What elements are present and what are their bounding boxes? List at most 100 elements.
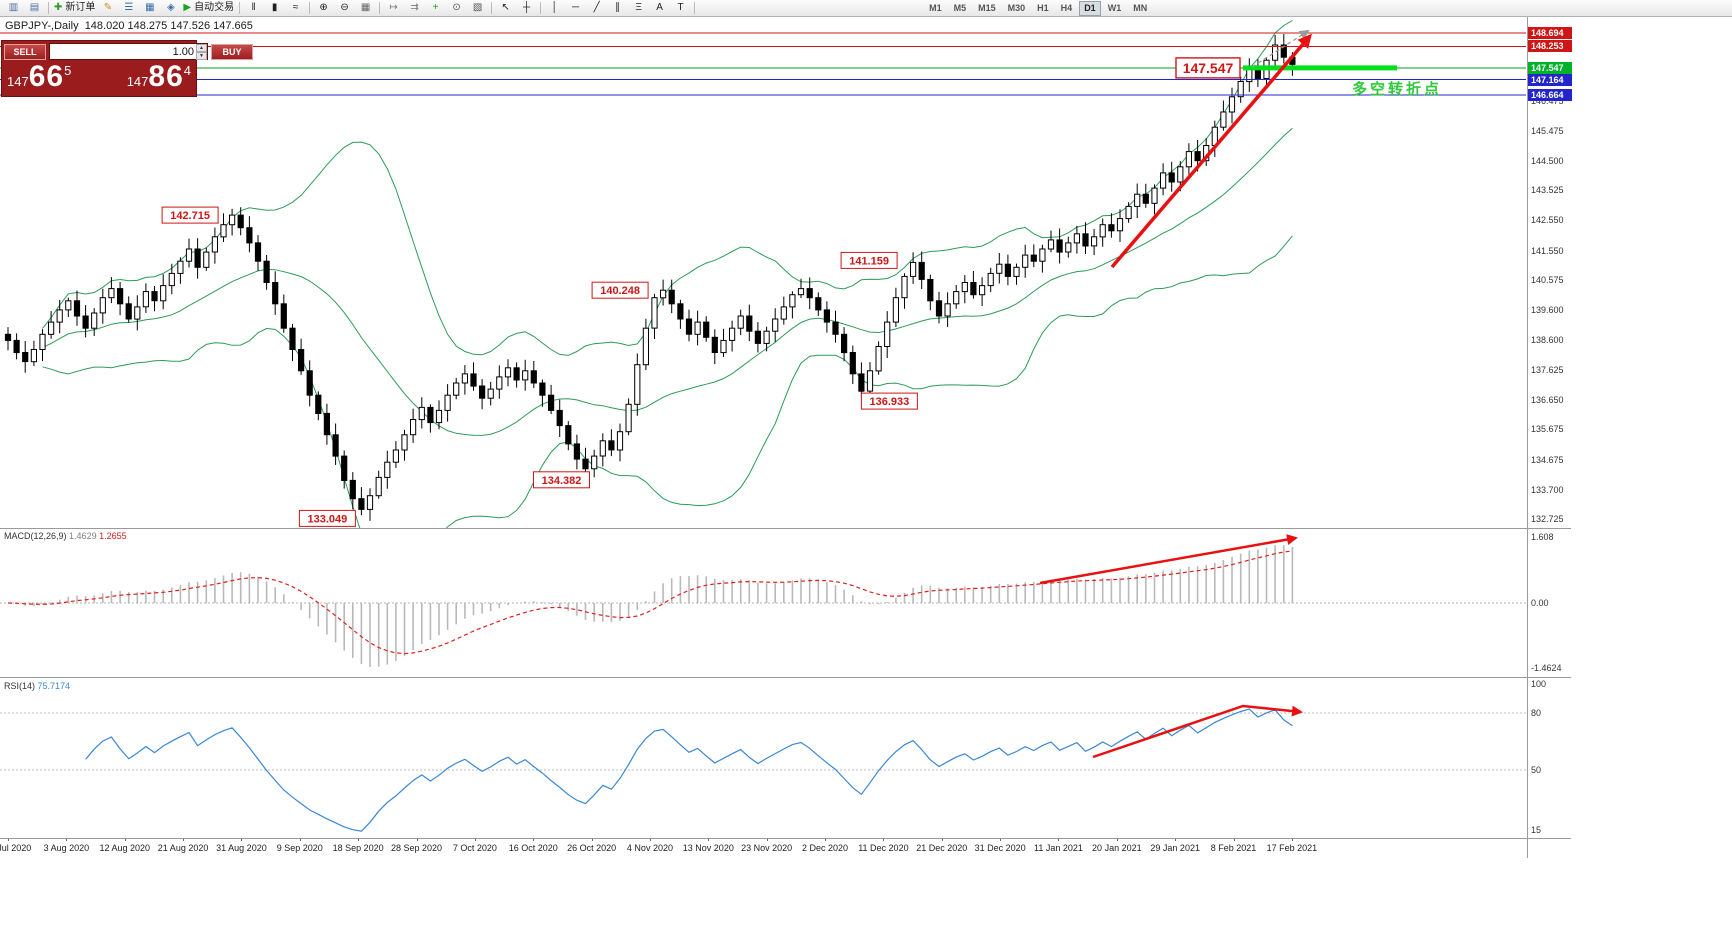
macd-trend-arrow[interactable]: [1039, 534, 1298, 585]
templates-button[interactable]: ▧: [467, 1, 488, 16]
timeframe-m30[interactable]: M30: [1007, 3, 1026, 13]
channel-button[interactable]: ∥: [607, 1, 628, 16]
zoom-out-icon: ⊖: [340, 2, 349, 13]
symbol-period-label: GBPJPY-,Daily: [5, 20, 79, 32]
price-level-tag[interactable]: 146.664: [1528, 88, 1572, 101]
bollinger-bands: [42, 20, 1293, 528]
lot-decrease-button[interactable]: ▼: [196, 52, 207, 60]
profiles-button[interactable]: ▤: [24, 1, 45, 16]
time-tick: [766, 838, 768, 841]
date-label: 31 Aug 2020: [216, 843, 267, 853]
timeframe-d1[interactable]: D1: [1079, 0, 1101, 16]
timeframe-m5[interactable]: M5: [953, 3, 967, 13]
price-tick-label: 137.625: [1531, 365, 1564, 376]
trendline-button[interactable]: ╱: [586, 1, 607, 16]
time-tick: [416, 838, 418, 841]
macd-main-value: 1.4629: [69, 531, 97, 541]
vertical-line-button[interactable]: │: [544, 1, 565, 16]
pane-separator[interactable]: [0, 677, 1571, 678]
macd-pane[interactable]: [0, 529, 1526, 677]
timeframe-w1[interactable]: W1: [1107, 3, 1122, 13]
time-tick: [591, 838, 593, 841]
main-chart-pane[interactable]: 142.715 140.248 141.159 136.933 134.382 133.0…: [0, 17, 1526, 528]
market-watch-button[interactable]: ☰: [118, 1, 139, 16]
price-scale[interactable]: 146.475145.475144.500143.525142.550141.5…: [1527, 17, 1572, 858]
date-label: 26 Oct 2020: [567, 843, 617, 853]
rsi-tick-label: 15: [1531, 825, 1542, 835]
indicators-button[interactable]: +: [425, 1, 446, 16]
timeframe-m1[interactable]: M1: [929, 3, 942, 13]
ohlc-values: 148.020 148.275 147.526 147.665: [84, 20, 253, 32]
zoom-in-button[interactable]: ⊕: [313, 1, 334, 16]
price-level-tag[interactable]: 148.253: [1528, 40, 1572, 53]
price-level-tag[interactable]: 147.164: [1528, 73, 1572, 86]
date-label: 12 Aug 2020: [99, 843, 150, 853]
arrows-button[interactable]: T: [670, 1, 691, 16]
time-tick: [533, 838, 535, 841]
price-level-tag[interactable]: 147.547: [1528, 61, 1572, 74]
date-label: 11 Jan 2021: [1034, 843, 1083, 853]
svg-text:136.933: 136.933: [870, 396, 910, 408]
trend-arrow[interactable]: [1110, 33, 1312, 269]
bid-big: 66: [28, 60, 65, 93]
date-label: 24 Jul 2020: [0, 843, 32, 853]
timeframe-h1[interactable]: H1: [1037, 3, 1049, 13]
up-arrow-icon: ▲: [199, 45, 204, 51]
price-tick-label: 132.725: [1531, 514, 1564, 525]
rsi-trend-arrow[interactable]: [1092, 704, 1303, 759]
bar-chart-button[interactable]: ‖: [243, 1, 264, 16]
candlestick-chart-button[interactable]: ▮: [264, 1, 285, 16]
lot-increase-button[interactable]: ▲: [196, 44, 207, 52]
new-chart-button[interactable]: ▥: [3, 1, 24, 16]
rsi-name: RSI(14): [4, 681, 36, 691]
horizontal-line-icon: ─: [572, 2, 580, 13]
price-level-tag[interactable]: 148.694: [1528, 27, 1572, 39]
timeframe-h4[interactable]: H4: [1060, 3, 1073, 13]
line-chart-button[interactable]: ≈: [285, 1, 306, 16]
timeframe-mn[interactable]: MN: [1133, 3, 1148, 13]
key-level-label[interactable]: 147.547: [1175, 57, 1241, 79]
metaeditor-button[interactable]: ✎: [97, 1, 118, 16]
zoom-out-button[interactable]: ⊖: [334, 1, 355, 16]
time-axis[interactable]: 24 Jul 2020 3 Aug 2020 12 Aug 2020 21 Aug 2…: [0, 838, 1526, 858]
ask-pip: 4: [183, 63, 191, 78]
time-tick: [183, 838, 185, 841]
sell-button[interactable]: SELL: [4, 43, 46, 60]
new-order-button[interactable]: ✚ 新订单: [52, 1, 97, 16]
time-tick: [1058, 838, 1060, 841]
period-button[interactable]: ⊙: [446, 1, 467, 16]
date-label: 9 Sep 2020: [276, 843, 323, 853]
buy-button[interactable]: BUY: [211, 43, 253, 60]
data-window-button[interactable]: ▦: [139, 1, 160, 16]
turning-point-annotation[interactable]: 多空转折点: [1352, 80, 1442, 98]
bid-price: 147 66 5: [7, 62, 71, 92]
tile-windows-button[interactable]: ▦: [355, 1, 376, 16]
svg-text:141.159: 141.159: [849, 255, 889, 267]
timeframe-m15[interactable]: M15: [978, 3, 996, 13]
auto-scroll-button[interactable]: ↦: [383, 1, 404, 16]
lot-size-input[interactable]: [50, 44, 196, 59]
text-button[interactable]: A: [649, 1, 670, 16]
navigator-icon: ◈: [167, 2, 175, 13]
chart-shift-button[interactable]: ⇉: [404, 1, 425, 16]
navigator-button[interactable]: ◈: [160, 1, 181, 16]
cursor-button[interactable]: ↖: [495, 1, 516, 16]
pane-separator[interactable]: [0, 528, 1571, 529]
time-tick: [474, 838, 476, 841]
fibonacci-button[interactable]: Ξ: [628, 1, 649, 16]
date-label: 28 Sep 2020: [390, 843, 443, 853]
price-tick-label: 143.525: [1531, 185, 1564, 196]
rsi-line: [85, 708, 1293, 832]
horizontal-line-button[interactable]: ─: [565, 1, 586, 16]
time-tick: [1000, 838, 1002, 841]
crosshair-button[interactable]: ┼: [516, 1, 537, 16]
date-label: 13 Nov 2020: [682, 843, 734, 853]
horizontal-level-lines[interactable]: [0, 32, 1526, 96]
time-tick: [1175, 838, 1177, 841]
time-tick: [124, 838, 126, 841]
macd-tick-label: -1.4624: [1531, 663, 1562, 673]
autotrading-button[interactable]: ▶ 自动交易: [181, 1, 236, 16]
rsi-pane[interactable]: [0, 678, 1526, 838]
svg-text:147.547: 147.547: [1183, 60, 1234, 76]
time-tick: [241, 838, 243, 841]
